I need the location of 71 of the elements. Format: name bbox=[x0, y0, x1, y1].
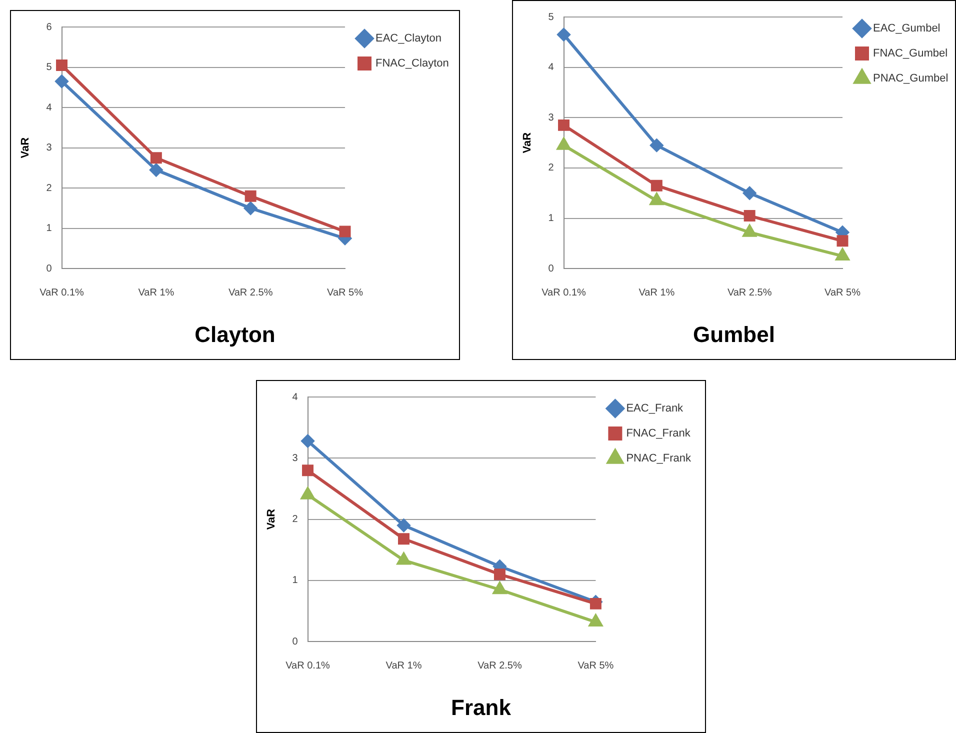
x-tick-label: VaR 1% bbox=[386, 660, 422, 672]
y-tick-label: 2 bbox=[292, 514, 298, 526]
y-axis-title: VaR bbox=[20, 137, 32, 158]
y-axis-title: VaR bbox=[522, 132, 534, 154]
point bbox=[650, 138, 664, 152]
point bbox=[301, 434, 314, 448]
legend-label: FNAC_Clayton bbox=[376, 58, 449, 70]
point bbox=[150, 152, 162, 164]
x-tick-label: VaR 0.1% bbox=[542, 287, 586, 298]
x-tick-label: VaR 2.5% bbox=[727, 287, 772, 298]
legend-label: EAC_Clayton bbox=[376, 32, 442, 45]
point bbox=[244, 202, 258, 215]
point bbox=[339, 226, 351, 238]
y-tick-label: 4 bbox=[548, 62, 554, 74]
y-tick-label: 5 bbox=[46, 62, 52, 74]
x-tick-label: VaR 0.1% bbox=[286, 660, 330, 672]
point bbox=[743, 186, 756, 200]
y-tick-label: 2 bbox=[548, 162, 554, 174]
point bbox=[590, 598, 602, 610]
y-tick-label: 4 bbox=[292, 392, 298, 403]
point bbox=[836, 248, 850, 261]
point bbox=[557, 138, 570, 150]
point bbox=[744, 210, 756, 222]
point bbox=[558, 119, 570, 131]
point bbox=[589, 614, 602, 627]
x-tick-label: VaR 5% bbox=[824, 287, 861, 298]
legend-label: EAC_Gumbel bbox=[873, 22, 940, 35]
y-tick-label: 0 bbox=[46, 263, 52, 274]
x-tick-label: VaR 2.5% bbox=[478, 660, 522, 672]
legend-label: PNAC_Gumbel bbox=[873, 72, 948, 85]
legend-label: FNAC_Frank bbox=[626, 428, 691, 440]
x-tick-label: VaR 2.5% bbox=[228, 287, 273, 298]
y-tick-label: 3 bbox=[292, 452, 298, 464]
y-tick-label: 1 bbox=[292, 575, 298, 586]
y-tick-label: 3 bbox=[46, 142, 52, 154]
y-tick-label: 0 bbox=[548, 263, 554, 274]
x-tick-label: VaR 5% bbox=[578, 660, 614, 672]
x-tick-label: VaR 1% bbox=[638, 287, 675, 298]
y-tick-label: 1 bbox=[548, 213, 554, 224]
text: Clayton bbox=[194, 322, 276, 347]
y-tick-label: 6 bbox=[46, 22, 52, 33]
point bbox=[650, 180, 662, 192]
point bbox=[302, 464, 314, 476]
point bbox=[55, 74, 68, 88]
point bbox=[836, 235, 848, 247]
y-tick-label: 1 bbox=[46, 223, 52, 234]
point bbox=[398, 533, 410, 545]
y-tick-label: 4 bbox=[46, 102, 52, 114]
point bbox=[742, 224, 756, 237]
point bbox=[244, 190, 256, 202]
point bbox=[150, 163, 163, 176]
y-axis-title: VaR bbox=[266, 508, 278, 530]
text: Gumbel bbox=[693, 322, 775, 347]
x-tick-label: VaR 5% bbox=[327, 287, 364, 298]
text: Frank bbox=[451, 694, 512, 720]
point bbox=[557, 28, 570, 42]
x-tick-label: VaR 1% bbox=[138, 287, 174, 298]
y-tick-label: 0 bbox=[292, 636, 298, 648]
y-tick-label: 3 bbox=[548, 112, 554, 124]
point bbox=[494, 568, 506, 580]
point bbox=[650, 193, 664, 206]
point bbox=[493, 582, 506, 594]
point bbox=[56, 60, 68, 71]
y-tick-label: 5 bbox=[548, 12, 554, 23]
point bbox=[397, 552, 410, 565]
legend-label: PNAC_Frank bbox=[626, 452, 692, 465]
y-tick-label: 2 bbox=[46, 182, 52, 194]
point bbox=[397, 518, 410, 532]
x-tick-label: VaR 0.1% bbox=[40, 287, 84, 298]
legend-label: FNAC_Gumbel bbox=[873, 48, 948, 60]
legend-label: EAC_Frank bbox=[626, 402, 684, 415]
